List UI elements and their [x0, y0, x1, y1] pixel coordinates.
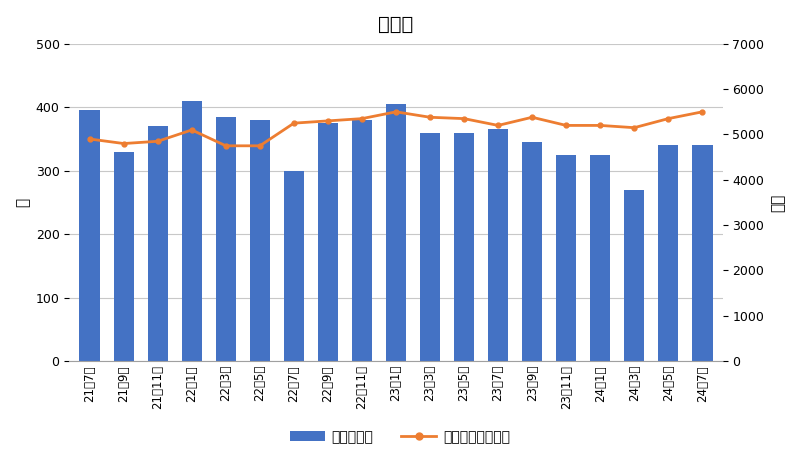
- Y-axis label: 件: 件: [15, 198, 30, 207]
- Bar: [692, 145, 713, 361]
- Legend: 件数（件）, 平均金額（万円）: 件数（件）, 平均金額（万円）: [285, 424, 515, 449]
- Bar: [658, 145, 678, 361]
- Bar: [318, 123, 338, 361]
- Bar: [182, 101, 202, 361]
- Y-axis label: 万円: 万円: [770, 193, 785, 212]
- Bar: [522, 142, 542, 361]
- Bar: [488, 130, 508, 361]
- Bar: [624, 190, 645, 361]
- Bar: [454, 133, 474, 361]
- Bar: [147, 126, 168, 361]
- Bar: [556, 155, 576, 361]
- Bar: [590, 155, 610, 361]
- Bar: [216, 117, 236, 361]
- Bar: [284, 171, 304, 361]
- Bar: [114, 152, 134, 361]
- Title: 東京都: 東京都: [378, 15, 414, 34]
- Bar: [79, 111, 100, 361]
- Bar: [250, 120, 270, 361]
- Bar: [352, 120, 372, 361]
- Bar: [420, 133, 440, 361]
- Bar: [386, 104, 406, 361]
